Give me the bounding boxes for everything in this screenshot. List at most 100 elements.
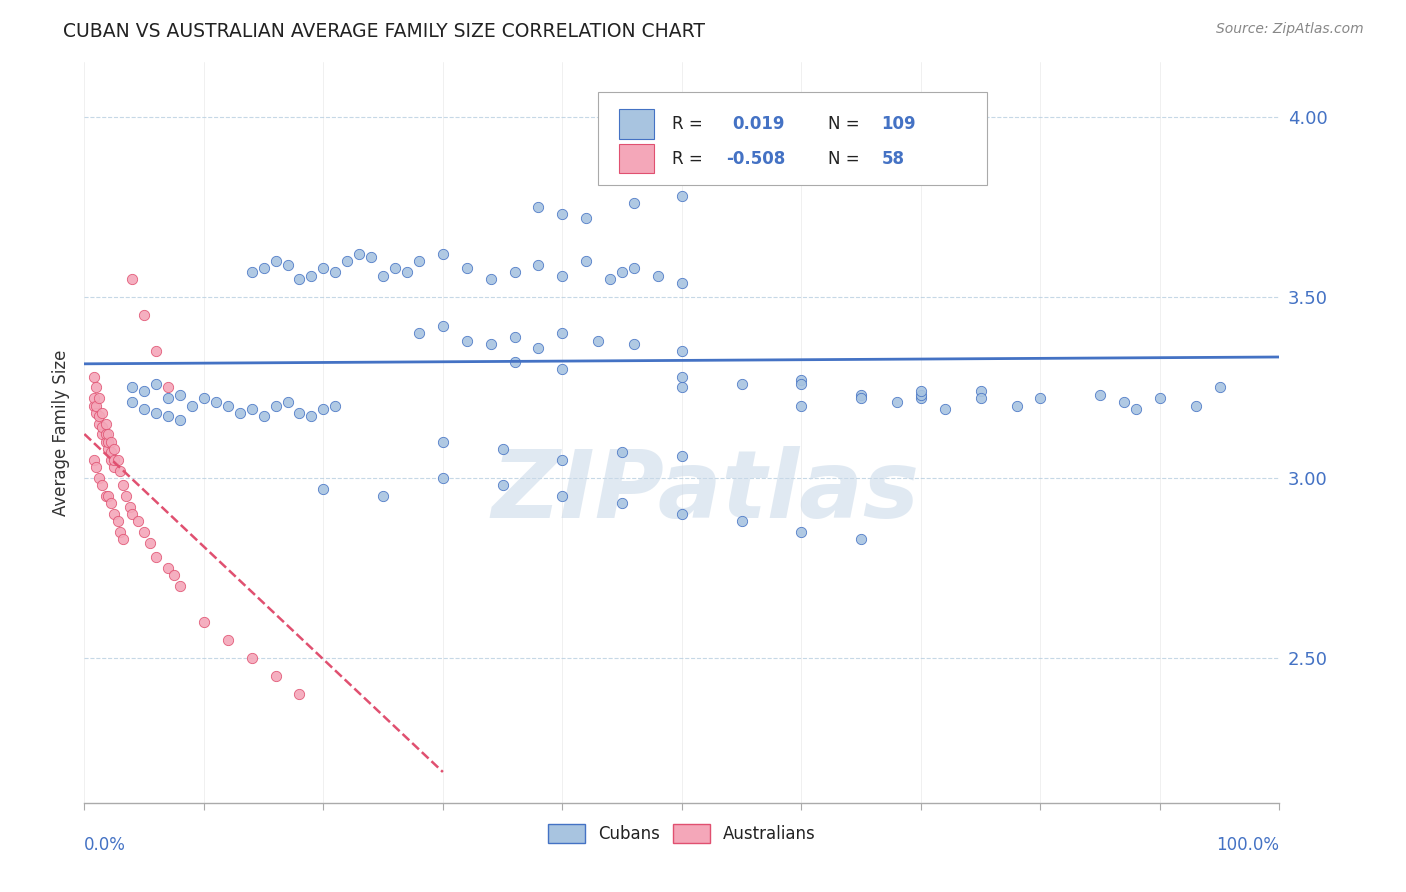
Point	[1029, 392, 1052, 406]
Point	[479, 337, 502, 351]
Point	[107, 514, 129, 528]
Point	[132, 402, 156, 417]
Point	[671, 507, 693, 521]
Point	[253, 261, 276, 276]
Point	[301, 268, 323, 283]
Point	[157, 392, 180, 406]
Point	[886, 395, 908, 409]
Point	[479, 272, 502, 286]
Point	[647, 268, 669, 283]
Point	[325, 265, 347, 279]
Point	[100, 434, 122, 449]
Point	[217, 633, 239, 648]
Legend: Cubans, Australians: Cubans, Australians	[541, 817, 823, 850]
Point	[100, 445, 122, 459]
Point	[193, 615, 215, 630]
Text: 0.019: 0.019	[733, 115, 785, 133]
Point	[551, 268, 574, 283]
Point	[671, 449, 693, 463]
Bar	[619, 109, 654, 138]
Point	[83, 452, 105, 467]
Point	[671, 380, 693, 394]
Point	[132, 308, 156, 322]
Point	[121, 272, 143, 286]
Point	[432, 247, 454, 261]
Point	[910, 392, 932, 406]
Point	[229, 406, 252, 420]
Point	[240, 402, 263, 417]
Point	[970, 392, 993, 406]
Point	[588, 334, 610, 348]
Text: R =: R =	[672, 115, 714, 133]
Point	[110, 524, 132, 539]
Point	[110, 464, 132, 478]
Point	[623, 196, 645, 211]
Point	[240, 651, 263, 665]
Point	[157, 409, 180, 424]
Point	[790, 373, 813, 387]
Point	[121, 507, 143, 521]
Point	[396, 265, 419, 279]
Point	[118, 500, 141, 514]
FancyBboxPatch shape	[599, 92, 987, 185]
Point	[193, 392, 215, 406]
Point	[288, 272, 311, 286]
Point	[1209, 380, 1232, 394]
Point	[91, 478, 114, 492]
Point	[551, 207, 574, 221]
Point	[325, 399, 347, 413]
Point	[551, 362, 574, 376]
Point	[432, 319, 454, 334]
Point	[86, 399, 108, 413]
Point	[910, 384, 932, 398]
Point	[312, 402, 335, 417]
Point	[145, 406, 167, 420]
Point	[91, 420, 114, 434]
Point	[408, 254, 430, 268]
Point	[111, 532, 134, 546]
Point	[169, 387, 191, 401]
Point	[86, 406, 108, 420]
Point	[87, 409, 110, 424]
Point	[851, 392, 873, 406]
Point	[87, 417, 110, 431]
Point	[277, 258, 299, 272]
Point	[373, 489, 395, 503]
Point	[111, 478, 134, 492]
Point	[612, 496, 634, 510]
Point	[1185, 399, 1208, 413]
Point	[91, 427, 114, 442]
Text: -0.508: -0.508	[725, 150, 786, 168]
Point	[240, 265, 263, 279]
Point	[456, 334, 478, 348]
Point	[612, 445, 634, 459]
Text: 0.0%: 0.0%	[84, 836, 127, 855]
Point	[217, 399, 239, 413]
Text: Source: ZipAtlas.com: Source: ZipAtlas.com	[1216, 22, 1364, 37]
Point	[503, 330, 526, 344]
Point	[456, 261, 478, 276]
Point	[97, 442, 120, 456]
Point	[623, 337, 645, 351]
Point	[132, 384, 156, 398]
Point	[103, 452, 125, 467]
Point	[1005, 399, 1028, 413]
Point	[205, 395, 228, 409]
Point	[551, 452, 574, 467]
Point	[384, 261, 406, 276]
Point	[851, 532, 873, 546]
Point	[100, 452, 122, 467]
Point	[851, 387, 873, 401]
Point	[83, 369, 105, 384]
Point	[94, 417, 117, 431]
Text: N =: N =	[828, 115, 859, 133]
Point	[527, 258, 550, 272]
Y-axis label: Average Family Size: Average Family Size	[52, 350, 70, 516]
Point	[970, 384, 993, 398]
Point	[121, 380, 143, 394]
Point	[408, 326, 430, 341]
Point	[277, 395, 299, 409]
Point	[145, 344, 167, 359]
Point	[599, 272, 621, 286]
Point	[527, 200, 550, 214]
